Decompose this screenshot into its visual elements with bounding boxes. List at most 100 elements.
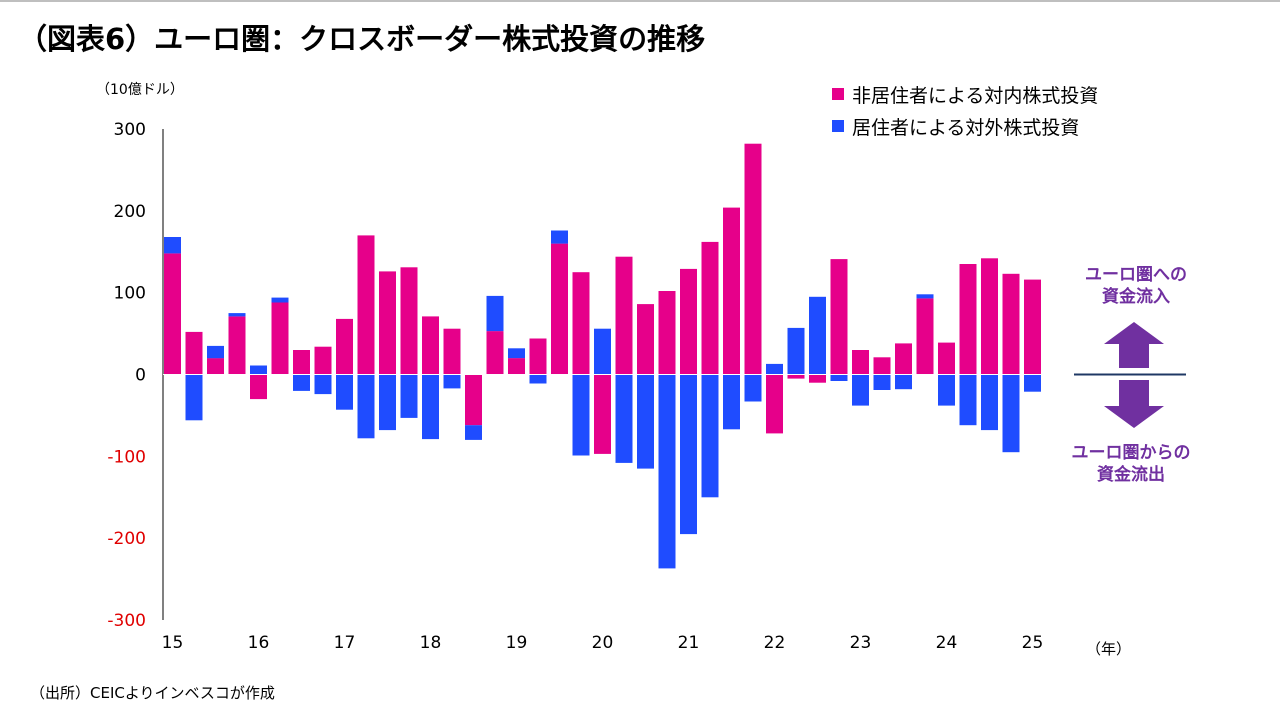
bar-outbound: [701, 374, 719, 498]
x-tick-label: 22: [764, 633, 786, 653]
bar-outbound: [873, 374, 891, 390]
bar-inbound: [701, 241, 719, 375]
bar-inbound: [895, 343, 912, 375]
bar-inbound: [486, 331, 504, 375]
x-tick-label: 17: [334, 633, 356, 653]
bar-inbound: [400, 267, 418, 375]
bar-inbound: [809, 374, 826, 383]
bar-inbound: [357, 235, 375, 375]
legend-label-outbound: 居住者による対外株式投資: [852, 116, 1080, 139]
bar-outbound: [787, 327, 805, 375]
legend-swatch-inbound: [832, 88, 844, 100]
bar-inbound: [508, 358, 525, 375]
bar-inbound: [744, 143, 762, 375]
x-tick-label: 15: [162, 633, 184, 653]
bar-outbound: [766, 363, 783, 375]
legend-swatch-outbound: [832, 120, 844, 132]
legend-item-outbound: 居住者による対外株式投資: [832, 110, 1098, 142]
bar-outbound: [959, 374, 977, 426]
y-tick-label: 100: [114, 284, 146, 304]
bar-inbound: [637, 304, 654, 375]
bar-inbound: [207, 358, 224, 375]
bar-inbound: [293, 350, 310, 375]
bar-outbound: [852, 374, 869, 406]
bar-inbound: [873, 357, 891, 375]
x-tick-label: 21: [678, 633, 700, 653]
x-tick-label: 18: [420, 633, 442, 653]
x-tick-label: 24: [936, 633, 958, 653]
bar-outbound: [615, 374, 633, 463]
bar-inbound: [1002, 273, 1020, 375]
bar-outbound: [164, 237, 181, 254]
bar-outbound: [443, 374, 461, 389]
outflow-text-line1: ユーロ圏からの: [1071, 443, 1191, 463]
bar-outbound: [293, 374, 310, 391]
x-axis-unit-label: （年）: [1086, 640, 1132, 658]
bar-inbound: [916, 298, 934, 375]
x-tick-label: 23: [850, 633, 872, 653]
bar-inbound: [228, 316, 246, 375]
bar-inbound: [551, 243, 568, 375]
legend: 非居住者による対内株式投資 居住者による対外株式投資: [832, 78, 1098, 142]
bar-outbound: [357, 374, 375, 439]
bar-outbound: [336, 374, 353, 410]
bar-outbound: [680, 374, 697, 535]
bar-inbound: [723, 207, 740, 375]
bar-outbound: [1002, 374, 1020, 453]
bar-outbound: [572, 374, 590, 456]
chart-title: （図表6）ユーロ圏：クロスボーダー株式投資の推移: [18, 22, 706, 56]
bar-outbound: [744, 374, 762, 402]
bar-inbound: [185, 331, 203, 375]
bar-outbound: [1024, 374, 1041, 392]
source-note: （出所）CEICよりインベスコが作成: [30, 684, 275, 702]
bar-inbound: [830, 259, 848, 375]
bar-inbound: [250, 374, 267, 400]
bar-inbound: [164, 253, 181, 375]
bar-outbound: [916, 294, 934, 299]
bar-inbound: [1024, 279, 1041, 375]
bar-inbound: [981, 258, 998, 375]
bar-outbound: [400, 374, 418, 418]
bar-outbound: [637, 374, 654, 469]
outflow-annotation: ユーロ圏からの 資金流出: [1051, 442, 1211, 486]
bar-inbound: [787, 374, 805, 379]
bar-outbound: [422, 374, 439, 440]
bar-outbound: [314, 374, 332, 395]
y-tick-label: 0: [135, 366, 146, 386]
y-tick-label: 200: [114, 202, 146, 222]
legend-label-inbound: 非居住者による対内株式投資: [852, 84, 1099, 107]
y-tick-label: -200: [107, 529, 146, 549]
bar-outbound: [379, 374, 396, 431]
bar-inbound: [959, 264, 977, 375]
bar-inbound: [529, 338, 547, 375]
bar-outbound: [809, 296, 826, 375]
inflow-text-line1: ユーロ圏への: [1085, 265, 1187, 285]
y-tick-label: 300: [114, 120, 146, 140]
inflow-text-line2: 資金流入: [1102, 287, 1170, 307]
bar-outbound: [185, 374, 203, 421]
bar-inbound: [680, 268, 697, 375]
outflow-text-line2: 資金流出: [1097, 465, 1165, 485]
bar-inbound: [594, 374, 611, 454]
inflow-annotation: ユーロ圏への 資金流入: [1056, 264, 1216, 308]
top-divider: [0, 0, 1280, 2]
bar-inbound: [336, 318, 353, 375]
y-tick-label: -100: [107, 447, 146, 467]
bar-inbound: [938, 342, 955, 375]
bar-inbound: [443, 328, 461, 375]
bar-outbound: [250, 365, 267, 375]
bar-outbound: [658, 374, 676, 569]
bar-outbound: [271, 297, 289, 303]
bar-outbound: [594, 328, 611, 375]
bar-inbound: [658, 291, 676, 375]
bar-inbound: [766, 374, 783, 434]
y-tick-label: -300: [107, 611, 146, 631]
bar-inbound: [852, 350, 869, 375]
bar-outbound: [508, 348, 525, 359]
x-tick-label: 25: [1022, 633, 1044, 653]
bar-outbound: [895, 374, 912, 390]
bar-outbound: [228, 313, 246, 317]
x-tick-label: 20: [592, 633, 614, 653]
bar-inbound: [572, 272, 590, 375]
